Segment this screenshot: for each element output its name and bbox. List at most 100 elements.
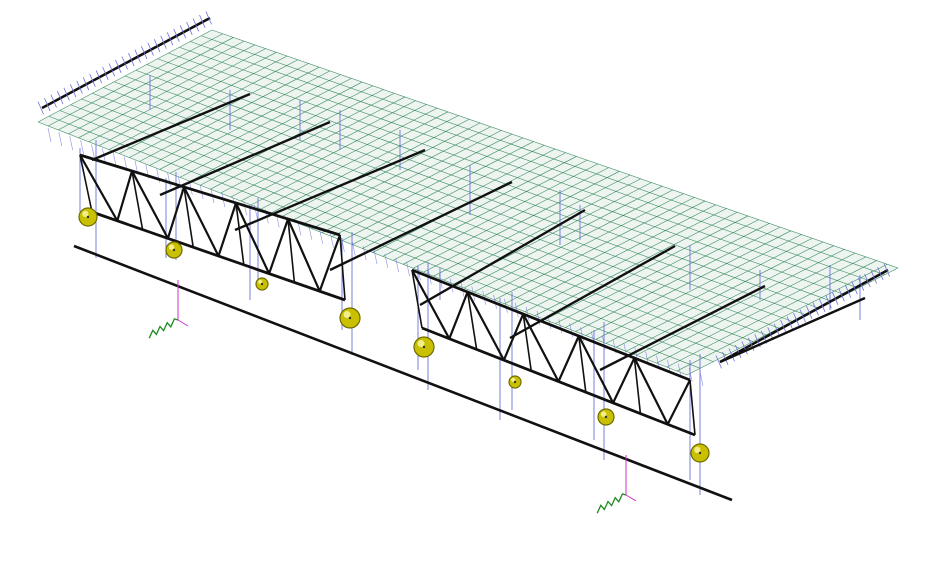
edge-tick	[819, 298, 826, 312]
support-node	[690, 443, 710, 463]
mesh-line	[68, 40, 245, 135]
edge-beam-left	[41, 16, 211, 110]
support-center	[422, 345, 426, 349]
edge-tick	[838, 288, 845, 302]
guide-hatch	[569, 323, 573, 338]
guide-hatch	[341, 237, 345, 252]
mesh-line	[342, 141, 534, 241]
edge-tick	[199, 14, 206, 29]
mesh-line	[402, 163, 599, 265]
mesh-line	[524, 208, 727, 313]
support-node	[165, 241, 183, 259]
truss-diagonal	[633, 357, 669, 425]
edge-tick	[735, 344, 742, 358]
support-node	[597, 408, 615, 426]
axis-short	[625, 494, 637, 502]
edge-tick	[864, 274, 871, 288]
mesh-line	[484, 193, 684, 297]
guide-hatch	[384, 254, 389, 269]
mesh-line	[494, 197, 695, 301]
truss-post	[287, 218, 296, 283]
transverse-beam	[509, 244, 676, 340]
truss-frame-right	[411, 268, 696, 437]
support-node	[413, 336, 435, 358]
edge-tick	[186, 21, 193, 35]
mesh-line	[636, 249, 845, 356]
spring-zigzag	[148, 318, 179, 339]
mesh-line	[413, 167, 609, 269]
edge-tick	[141, 46, 148, 60]
edge-tick	[160, 35, 167, 49]
truss-diagonal	[166, 186, 186, 239]
support-center	[86, 215, 90, 219]
support-node	[508, 375, 522, 389]
support-center	[172, 248, 176, 252]
truss-diagonal	[217, 202, 238, 257]
coordinate-marker-right	[596, 455, 637, 514]
guide-hatch	[58, 132, 63, 147]
support-highlight	[600, 411, 607, 418]
mesh-line	[615, 241, 824, 348]
mesh-line	[118, 59, 298, 154]
mesh-line	[565, 223, 770, 328]
guide-hatch	[112, 152, 117, 167]
mesh-line	[362, 148, 556, 249]
truss-post	[689, 379, 696, 436]
truss-top-chord	[411, 268, 691, 382]
truss-diagonal	[79, 154, 119, 222]
mesh-line	[291, 122, 481, 222]
mesh-line	[595, 234, 802, 340]
edge-tick	[806, 305, 813, 320]
support-center	[698, 451, 702, 455]
truss-post	[235, 202, 245, 265]
edge-tick	[883, 263, 890, 277]
mesh-line	[514, 204, 716, 309]
support-highlight	[82, 210, 89, 218]
edge-tick	[37, 101, 44, 115]
mesh-line	[605, 237, 813, 344]
mesh-line	[169, 78, 352, 174]
edge-tick	[44, 97, 51, 112]
transverse-beam	[719, 296, 866, 364]
guide-hatch	[47, 127, 52, 143]
edge-tick	[728, 348, 735, 362]
mesh-line	[48, 33, 223, 127]
support-center	[348, 316, 352, 320]
guide-hatch	[699, 371, 704, 387]
mesh-line	[37, 29, 213, 123]
edge-tick	[102, 66, 109, 80]
truss-diagonal	[448, 291, 469, 340]
mesh-line	[220, 96, 406, 194]
guide-hatch	[308, 225, 313, 240]
mesh-line	[626, 245, 834, 352]
truss-diagonal	[116, 170, 134, 222]
edge-tick	[57, 91, 64, 105]
mesh-line	[98, 52, 277, 146]
edge-tick	[89, 73, 96, 87]
truss-diagonal	[502, 313, 525, 361]
truss-post	[466, 291, 478, 350]
mesh-line	[666, 260, 877, 368]
mesh-line	[311, 130, 502, 230]
edge-tick	[812, 302, 819, 316]
edge-tick	[715, 355, 722, 369]
mesh-line	[352, 145, 545, 245]
support-node	[255, 277, 269, 291]
edge-tick	[147, 42, 154, 56]
support-highlight	[258, 279, 263, 284]
truss-diagonal	[612, 357, 636, 404]
support-node	[339, 307, 361, 329]
mesh-line	[139, 66, 320, 162]
mesh-line	[646, 252, 856, 360]
guide-hatch	[373, 249, 378, 265]
truss-diagonal	[411, 269, 451, 340]
truss-post	[131, 170, 144, 230]
truss-diagonal	[183, 186, 220, 257]
truss-diagonal	[268, 218, 290, 274]
support-center	[513, 380, 517, 384]
truss-post	[339, 234, 346, 301]
guide-hatch	[167, 172, 171, 187]
truss-post	[183, 186, 194, 248]
